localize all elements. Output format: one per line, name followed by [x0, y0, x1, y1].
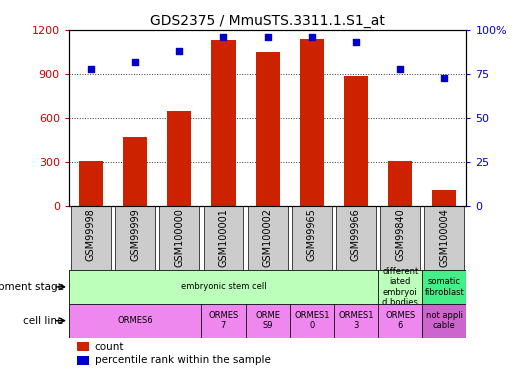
FancyBboxPatch shape: [290, 304, 334, 338]
Bar: [77, 342, 89, 351]
Bar: [432, 190, 456, 206]
Point: [175, 48, 183, 54]
Point: [219, 34, 228, 40]
FancyBboxPatch shape: [378, 270, 422, 304]
Text: percentile rank within the sample: percentile rank within the sample: [95, 355, 271, 365]
FancyBboxPatch shape: [422, 304, 466, 338]
Text: GSM100002: GSM100002: [263, 208, 272, 267]
Text: somatic
fibroblast: somatic fibroblast: [425, 277, 464, 297]
Text: not appli
cable: not appli cable: [426, 311, 463, 330]
FancyBboxPatch shape: [69, 270, 466, 304]
Point: [352, 39, 360, 45]
Text: GSM100000: GSM100000: [174, 208, 184, 267]
Bar: [77, 356, 89, 364]
FancyBboxPatch shape: [380, 206, 420, 270]
FancyBboxPatch shape: [160, 206, 199, 270]
FancyBboxPatch shape: [378, 304, 422, 338]
Bar: [299, 39, 324, 206]
Text: embryonic stem cell: embryonic stem cell: [181, 282, 266, 291]
FancyBboxPatch shape: [69, 304, 466, 338]
Text: ORME
S9: ORME S9: [255, 311, 280, 330]
Text: GSM99966: GSM99966: [351, 208, 361, 261]
FancyBboxPatch shape: [248, 206, 287, 270]
Point: [307, 34, 316, 40]
Text: ORMES1
0: ORMES1 0: [294, 311, 330, 330]
Text: ORMES
7: ORMES 7: [208, 311, 239, 330]
Point: [396, 66, 404, 72]
Text: GSM99840: GSM99840: [395, 208, 405, 261]
Text: development stage: development stage: [0, 282, 64, 292]
FancyBboxPatch shape: [425, 206, 464, 270]
Text: cell line: cell line: [23, 316, 64, 326]
FancyBboxPatch shape: [201, 304, 245, 338]
Text: GSM99999: GSM99999: [130, 208, 140, 261]
Bar: [344, 75, 368, 206]
FancyBboxPatch shape: [204, 206, 243, 270]
Bar: [123, 137, 147, 206]
Text: GSM99965: GSM99965: [307, 208, 317, 261]
FancyBboxPatch shape: [336, 206, 376, 270]
FancyBboxPatch shape: [116, 206, 155, 270]
Title: GDS2375 / MmuSTS.3311.1.S1_at: GDS2375 / MmuSTS.3311.1.S1_at: [150, 13, 385, 28]
Point: [440, 75, 448, 81]
Point: [87, 66, 95, 72]
Bar: [79, 161, 103, 206]
Bar: [167, 111, 191, 206]
Text: GSM100004: GSM100004: [439, 208, 449, 267]
FancyBboxPatch shape: [71, 206, 111, 270]
Text: ORMES
6: ORMES 6: [385, 311, 416, 330]
Bar: [388, 161, 412, 206]
FancyBboxPatch shape: [334, 304, 378, 338]
Text: GSM100001: GSM100001: [218, 208, 228, 267]
Point: [131, 59, 139, 65]
Text: GSM99998: GSM99998: [86, 208, 96, 261]
FancyBboxPatch shape: [245, 304, 290, 338]
Text: count: count: [95, 342, 124, 351]
Point: [263, 34, 272, 40]
Text: ORMES6: ORMES6: [117, 316, 153, 325]
FancyBboxPatch shape: [422, 270, 466, 304]
Text: ORMES1
3: ORMES1 3: [338, 311, 374, 330]
Text: different
iated
embryoi
d bodies: different iated embryoi d bodies: [382, 267, 418, 307]
FancyBboxPatch shape: [292, 206, 332, 270]
FancyBboxPatch shape: [69, 304, 201, 338]
Bar: [255, 52, 280, 206]
FancyBboxPatch shape: [69, 270, 378, 304]
Bar: [211, 40, 236, 206]
